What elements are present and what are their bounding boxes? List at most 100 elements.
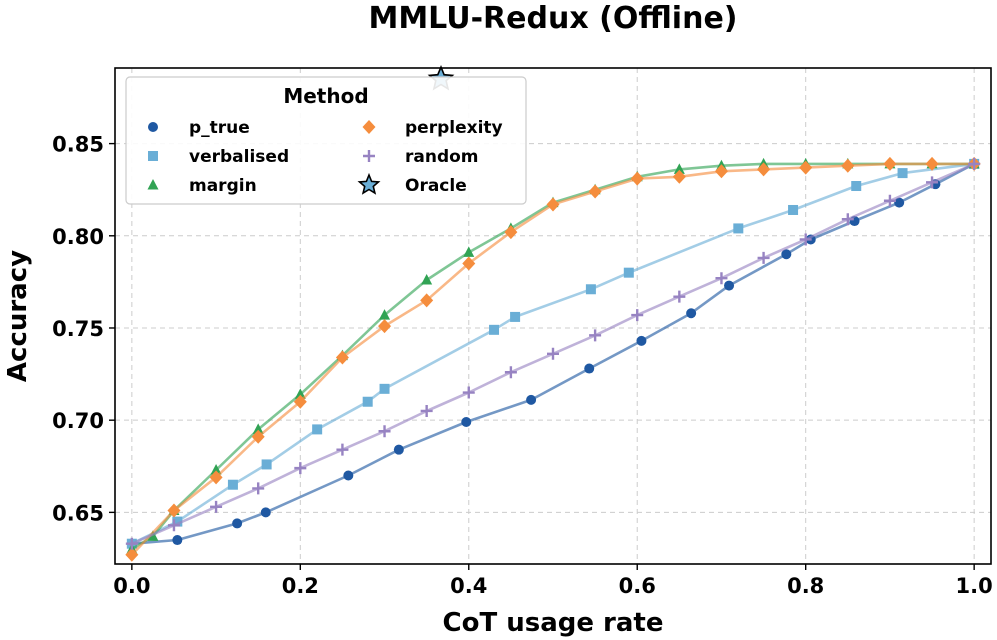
point-perplexity-17 <box>841 158 855 173</box>
point-p-true-4 <box>343 470 354 481</box>
point-perplexity-14 <box>714 164 728 179</box>
point-p-true-15 <box>894 197 905 208</box>
point-verbalised-9 <box>585 284 596 295</box>
point-p-true-10 <box>686 308 697 319</box>
point-verbalised-3 <box>261 459 272 470</box>
point-verbalised-11 <box>733 223 744 234</box>
point-random-19 <box>926 176 939 189</box>
point-p-true-9 <box>636 335 647 346</box>
point-p-true-8 <box>584 363 595 374</box>
point-random-17 <box>841 213 854 226</box>
point-perplexity-12 <box>630 171 644 186</box>
line-verbalised <box>131 162 975 545</box>
legend-marker-random <box>363 150 375 162</box>
point-perplexity-15 <box>757 162 771 177</box>
y-tick-label-3: 0.80 <box>52 225 104 249</box>
legend-box <box>125 76 527 205</box>
y-tick-label-1: 0.70 <box>52 409 104 433</box>
point-verbalised-1 <box>172 516 183 527</box>
point-verbalised-10 <box>623 267 634 278</box>
point-margin-4 <box>252 423 264 434</box>
legend-marker-oracle <box>357 172 381 195</box>
point-verbalised-5 <box>362 396 373 407</box>
legend-label-random: random <box>405 147 479 167</box>
point-random-7 <box>420 404 433 417</box>
point-random-3 <box>252 482 265 495</box>
point-margin-5 <box>294 388 306 399</box>
point-random-13 <box>673 290 686 303</box>
point-verbalised-12 <box>788 204 799 215</box>
x-tick-label-4: 0.8 <box>787 574 824 598</box>
point-perplexity-13 <box>672 169 686 184</box>
point-perplexity-4 <box>293 394 307 409</box>
point-verbalised-4 <box>312 424 323 435</box>
point-margin-3 <box>210 463 222 475</box>
point-p-true-11 <box>724 280 735 291</box>
x-tick-label-5: 1.0 <box>956 574 993 598</box>
point-perplexity-1 <box>167 503 181 518</box>
point-random-16 <box>799 233 812 246</box>
legend-marker-p-true <box>148 122 158 132</box>
legend: Method p_true verbalised margin perplexity r… <box>125 76 527 205</box>
x-tick-label-1: 0.2 <box>282 574 319 598</box>
plot-frame <box>114 67 992 565</box>
point-random-0 <box>125 537 138 550</box>
point-random-12 <box>631 309 644 322</box>
point-perplexity-16 <box>799 160 813 175</box>
point-margin-14 <box>673 163 685 174</box>
point-random-9 <box>504 366 517 379</box>
legend-marker-verbalised <box>148 151 158 161</box>
point-margin-8 <box>421 274 433 285</box>
legend-label-p-true: p_true <box>189 118 250 138</box>
point-random-14 <box>715 272 728 285</box>
legend-label-oracle: Oracle <box>405 176 467 196</box>
point-perplexity-19 <box>925 156 939 171</box>
ticks: 0.0 0.2 0.4 0.6 0.8 1.0 0.65 0.70 0.75 0.80 0.85 <box>52 133 993 598</box>
legend-label-margin: margin <box>189 176 257 196</box>
point-p-true-3 <box>260 507 271 518</box>
x-axis-label: CoT usage rate <box>443 608 664 638</box>
point-p-true-12 <box>781 249 792 260</box>
point-p-true-6 <box>461 417 472 428</box>
point-random-11 <box>589 329 602 342</box>
legend-label-perplexity: perplexity <box>405 118 503 138</box>
point-random-8 <box>462 386 475 399</box>
point-p-true-1 <box>172 535 183 546</box>
point-margin-9 <box>463 246 475 257</box>
line-margin <box>131 162 975 551</box>
point-perplexity-11 <box>588 184 602 199</box>
point-perplexity-9 <box>504 225 518 240</box>
series-random <box>125 157 981 550</box>
point-p-true-5 <box>393 444 404 455</box>
point-perplexity-3 <box>251 429 265 444</box>
point-random-5 <box>336 443 349 456</box>
y-tick-label-2: 0.75 <box>52 317 104 341</box>
legend-label-verbalised: verbalised <box>189 147 289 167</box>
point-random-2 <box>210 500 223 513</box>
x-tick-label-0: 0.0 <box>113 574 150 598</box>
point-verbalised-13 <box>851 181 862 192</box>
point-perplexity-18 <box>883 156 897 171</box>
point-perplexity-0 <box>125 547 139 562</box>
point-perplexity-6 <box>378 319 392 334</box>
point-p-true-7 <box>526 394 537 405</box>
point-random-1 <box>167 519 180 532</box>
legend-title: Method <box>283 84 368 108</box>
point-verbalised-6 <box>379 383 390 394</box>
x-tick-label-2: 0.4 <box>450 574 487 598</box>
point-verbalised-2 <box>227 479 238 490</box>
legend-marker-margin <box>147 179 159 190</box>
point-perplexity-10 <box>546 197 560 212</box>
point-verbalised-14 <box>897 168 908 179</box>
point-p-true-2 <box>232 518 243 529</box>
x-tick-label-3: 0.6 <box>619 574 656 598</box>
point-random-4 <box>294 462 307 475</box>
point-perplexity-7 <box>420 293 434 308</box>
point-random-15 <box>757 251 770 264</box>
point-random-6 <box>378 425 391 438</box>
point-random-18 <box>883 194 896 207</box>
series-perplexity <box>125 156 981 562</box>
point-random-10 <box>547 347 559 360</box>
chart-title: MMLU-Redux (Offline) <box>368 1 737 36</box>
